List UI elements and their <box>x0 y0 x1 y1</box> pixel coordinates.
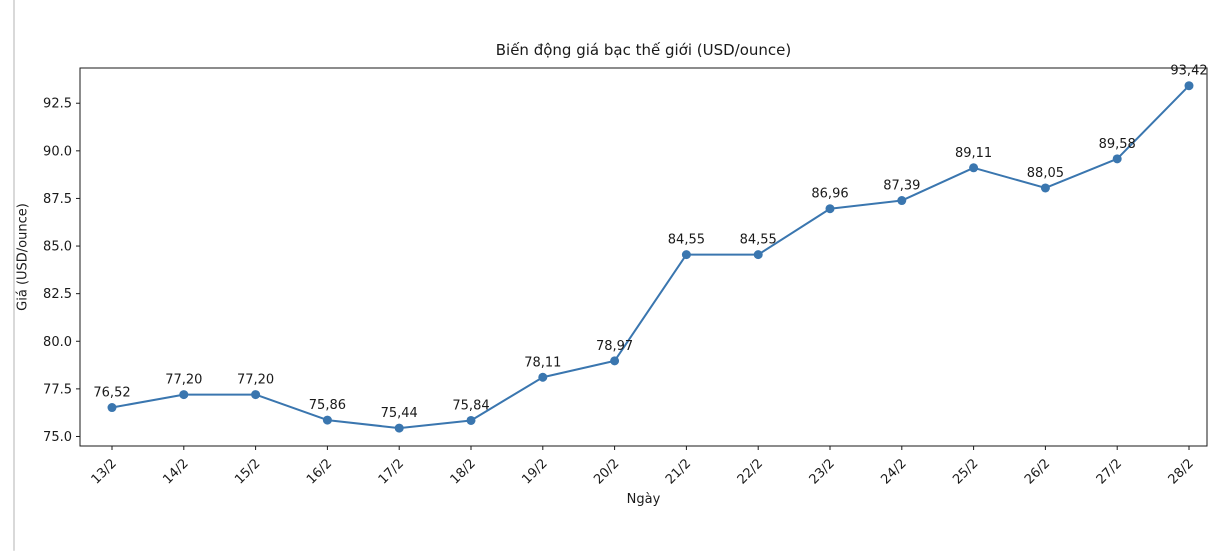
y-tick-label: 82.5 <box>43 287 72 302</box>
x-tick-label: 25/2 <box>950 456 981 487</box>
y-axis-label: Giá (USD/ounce) <box>15 203 31 311</box>
x-tick-label: 21/2 <box>663 456 694 487</box>
data-point-label: 86,96 <box>811 187 848 202</box>
data-point-label: 75,86 <box>309 398 346 413</box>
y-tick-label: 87.5 <box>43 192 72 207</box>
data-point <box>681 250 691 260</box>
data-point <box>466 415 476 425</box>
data-point <box>1112 154 1122 164</box>
panel-left-border <box>13 0 15 551</box>
data-point-label: 87,39 <box>883 179 920 194</box>
x-tick-label: 26/2 <box>1022 456 1053 487</box>
x-tick-label: 14/2 <box>160 456 191 487</box>
chart-title: Biến động giá bạc thế giới (USD/ounce) <box>495 41 792 59</box>
y-tick-label: 75.0 <box>43 430 72 445</box>
data-point <box>538 372 548 382</box>
x-tick-label: 15/2 <box>232 456 263 487</box>
data-point <box>897 196 907 206</box>
x-tick-label: 22/2 <box>735 456 766 487</box>
data-point <box>610 356 620 366</box>
data-point-label: 75,44 <box>381 406 418 421</box>
data-point-label: 78,11 <box>524 355 561 370</box>
x-axis-label: Ngày <box>626 492 661 507</box>
x-tick-label: 27/2 <box>1094 456 1125 487</box>
y-tick-label: 90.0 <box>43 144 72 159</box>
data-point <box>251 390 261 400</box>
x-tick-label: 28/2 <box>1166 456 1197 487</box>
price-line <box>111 84 1190 430</box>
data-point <box>1184 81 1194 91</box>
data-point <box>394 423 404 433</box>
data-point-label: 77,20 <box>165 373 202 388</box>
x-tick-label: 13/2 <box>89 456 120 487</box>
x-tick-label: 23/2 <box>807 456 838 487</box>
data-point <box>179 390 189 400</box>
data-point <box>825 204 835 214</box>
data-point-label: 75,84 <box>452 398 489 413</box>
data-point-label: 93,42 <box>1170 64 1207 79</box>
y-tick-label: 85.0 <box>43 240 72 255</box>
x-tick-label: 19/2 <box>519 456 550 487</box>
data-point-label: 77,20 <box>237 373 274 388</box>
data-point-label: 84,55 <box>668 233 705 248</box>
data-point-label: 88,05 <box>1027 166 1064 181</box>
x-tick-label: 20/2 <box>591 456 622 487</box>
data-point <box>107 403 117 413</box>
data-point-label: 78,97 <box>596 339 633 354</box>
data-point-label: 76,52 <box>93 386 130 401</box>
y-tick-label: 92.5 <box>43 97 72 112</box>
y-tick-label: 77.5 <box>43 382 72 397</box>
data-point <box>969 163 979 173</box>
x-tick-label: 16/2 <box>304 456 335 487</box>
plot-spines <box>79 67 1208 447</box>
data-point-label: 89,58 <box>1099 137 1136 152</box>
data-point-label: 84,55 <box>740 233 777 248</box>
y-tick-label: 80.0 <box>43 335 72 350</box>
x-tick-label: 24/2 <box>878 456 909 487</box>
data-point-label: 89,11 <box>955 146 992 161</box>
x-tick-label: 17/2 <box>376 456 407 487</box>
data-point <box>322 415 332 425</box>
data-point <box>753 250 763 260</box>
x-tick-label: 18/2 <box>448 456 479 487</box>
data-point <box>1040 183 1050 193</box>
